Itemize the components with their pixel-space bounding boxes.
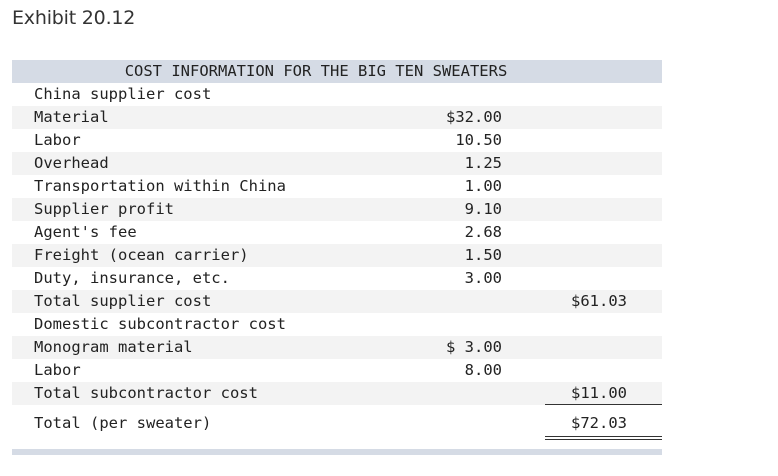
- exhibit-title: Exhibit 20.12: [12, 7, 136, 29]
- row-total: $61.03: [571, 292, 627, 310]
- table-row: Duty, insurance, etc. 3.00: [12, 267, 662, 290]
- row-total: $72.03: [571, 414, 627, 432]
- row-amount: 1.25: [464, 154, 502, 172]
- row-label: China supplier cost: [34, 85, 212, 103]
- row-amount: $32.00: [446, 108, 502, 126]
- table-row: Transportation within China 1.00: [12, 175, 662, 198]
- table-header: COST INFORMATION FOR THE BIG TEN SWEATER…: [12, 60, 662, 83]
- row-amount: 10.50: [455, 131, 502, 149]
- table-row: Domestic subcontractor cost: [12, 313, 662, 336]
- row-amount: 2.68: [464, 223, 502, 241]
- table-row: Agent's fee 2.68: [12, 221, 662, 244]
- row-label: Transportation within China: [34, 177, 286, 195]
- row-label: Total subcontractor cost: [34, 384, 258, 402]
- row-amount: $ 3.00: [446, 338, 502, 356]
- row-label: Material: [34, 108, 109, 126]
- row-total: $11.00: [571, 384, 627, 402]
- row-amount: 3.00: [464, 269, 502, 287]
- table-row: Monogram material $ 3.00: [12, 336, 662, 359]
- row-label: Overhead: [34, 154, 109, 172]
- table-row: Labor 10.50: [12, 129, 662, 152]
- row-label: Monogram material: [34, 338, 193, 356]
- table-row-grand-total: Total (per sweater) $72.03: [12, 405, 662, 441]
- table-row: Material $32.00: [12, 106, 662, 129]
- single-underline: [545, 404, 662, 405]
- table-row: Supplier profit 9.10: [12, 198, 662, 221]
- table-row: Labor 8.00: [12, 359, 662, 382]
- cost-table: COST INFORMATION FOR THE BIG TEN SWEATER…: [12, 60, 662, 455]
- row-label: Supplier profit: [34, 200, 174, 218]
- row-label: Agent's fee: [34, 223, 137, 241]
- row-label: Domestic subcontractor cost: [34, 315, 286, 333]
- row-label: Total supplier cost: [34, 292, 212, 310]
- row-label: Labor: [34, 131, 81, 149]
- row-amount: 1.50: [464, 246, 502, 264]
- row-amount: 8.00: [464, 361, 502, 379]
- row-label: Freight (ocean carrier): [34, 246, 249, 264]
- row-amount: 9.10: [464, 200, 502, 218]
- row-label: Total (per sweater): [34, 414, 212, 432]
- row-amount: 1.00: [464, 177, 502, 195]
- double-underline-top: [545, 436, 662, 437]
- double-underline-bottom: [545, 439, 662, 440]
- row-label: Duty, insurance, etc.: [34, 269, 230, 287]
- table-row: Overhead 1.25: [12, 152, 662, 175]
- table-row: Freight (ocean carrier) 1.50: [12, 244, 662, 267]
- table-row: Total subcontractor cost $11.00: [12, 382, 662, 405]
- table-row: China supplier cost: [12, 83, 662, 106]
- row-label: Labor: [34, 361, 81, 379]
- table-row: Total supplier cost $61.03: [12, 290, 662, 313]
- table-footer-bar: [12, 449, 662, 455]
